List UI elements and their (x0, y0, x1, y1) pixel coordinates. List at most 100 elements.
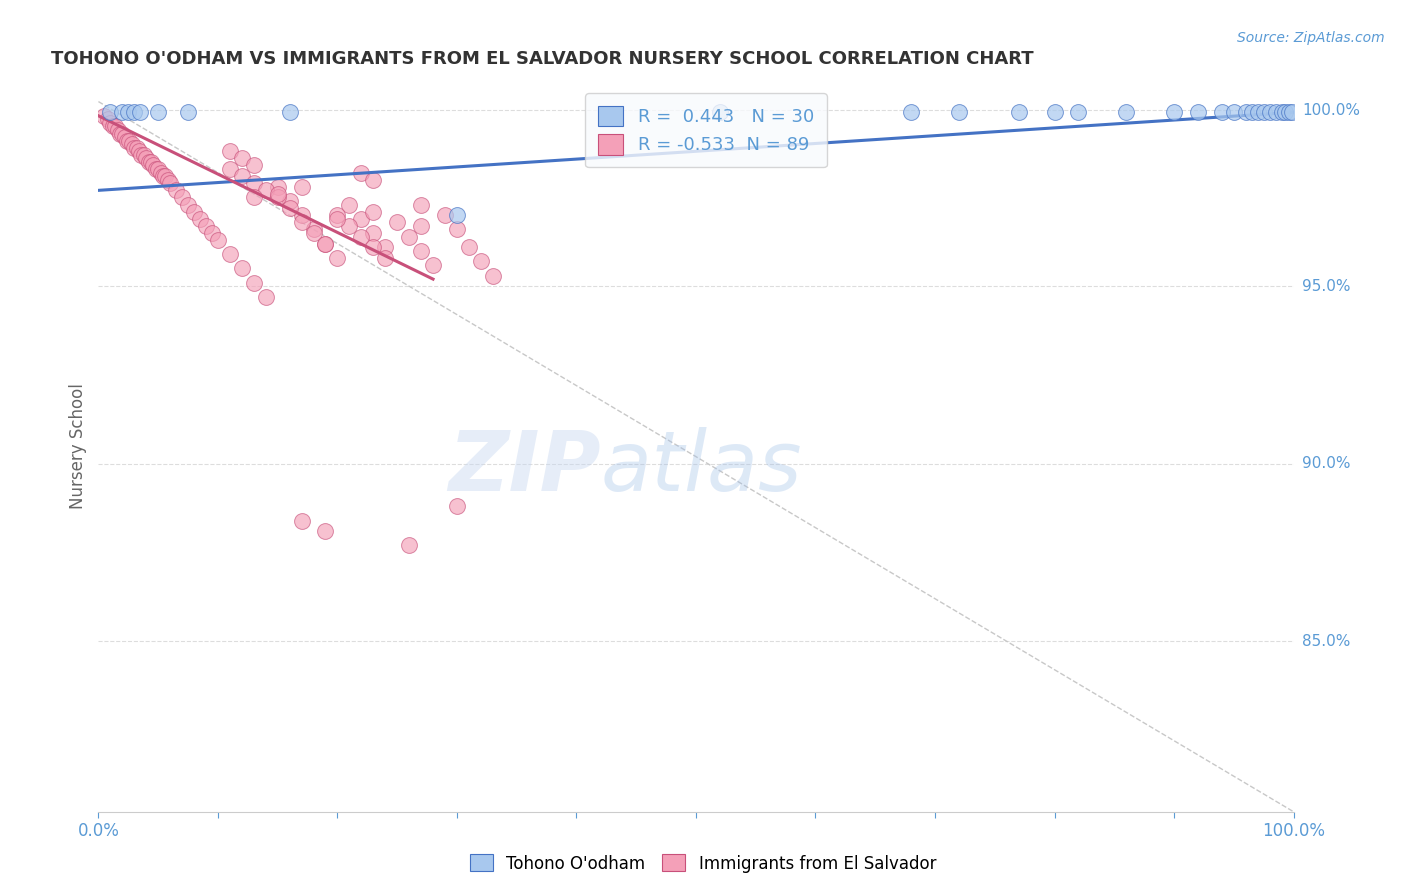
Point (219, 145, 242, 159)
Text: 95.0%: 95.0% (1302, 278, 1350, 293)
Point (291, 215, 314, 229)
Point (155, 169, 177, 183)
Point (1253, 105, 1275, 120)
Point (363, 226, 385, 240)
Point (1258, 105, 1281, 120)
Point (1187, 105, 1209, 120)
Text: Source: ZipAtlas.com: Source: ZipAtlas.com (1237, 31, 1385, 45)
Point (315, 236, 337, 251)
Point (132, 148, 155, 162)
Point (411, 244, 433, 258)
Point (470, 254, 492, 268)
Point (145, 162, 167, 177)
Text: 90.0%: 90.0% (1302, 456, 1350, 471)
Point (411, 219, 433, 233)
Point (1043, 105, 1066, 120)
Point (104, 120, 127, 134)
Point (363, 172, 385, 186)
Point (363, 240, 385, 254)
Point (1067, 105, 1090, 120)
Point (446, 500, 468, 514)
Point (159, 176, 181, 190)
Point (948, 105, 970, 120)
Y-axis label: Nursery School: Nursery School (69, 383, 87, 509)
Point (446, 208, 468, 222)
Point (291, 179, 314, 194)
Point (374, 240, 396, 254)
Point (117, 105, 139, 120)
Point (231, 169, 253, 183)
Point (135, 152, 157, 166)
Point (339, 219, 361, 233)
Point (267, 190, 290, 204)
Point (278, 201, 301, 215)
Point (121, 137, 143, 152)
Point (350, 211, 373, 226)
Point (97, 112, 120, 127)
Point (172, 190, 194, 204)
Point (374, 251, 396, 265)
Point (1223, 105, 1246, 120)
Point (302, 226, 325, 240)
Point (149, 165, 172, 179)
Point (101, 120, 124, 134)
Text: atlas: atlas (600, 427, 801, 508)
Point (188, 211, 211, 226)
Point (326, 211, 349, 226)
Point (243, 176, 266, 190)
Point (231, 152, 253, 166)
Point (291, 208, 314, 222)
Point (1211, 105, 1233, 120)
Point (900, 105, 922, 120)
Point (350, 229, 373, 244)
Point (326, 208, 349, 222)
Point (267, 186, 290, 201)
Point (315, 236, 337, 251)
Point (1271, 105, 1294, 120)
Point (278, 105, 301, 120)
Point (114, 130, 136, 145)
Point (434, 208, 457, 222)
Legend: R =  0.443   N = 30, R = -0.533  N = 89: R = 0.443 N = 30, R = -0.533 N = 89 (585, 93, 827, 167)
Point (142, 159, 165, 173)
Point (183, 204, 205, 219)
Point (124, 141, 146, 155)
Point (177, 105, 200, 120)
Point (446, 222, 468, 236)
Point (278, 194, 301, 208)
Point (291, 514, 314, 528)
Point (422, 258, 444, 272)
Point (138, 155, 160, 169)
Point (363, 204, 385, 219)
Point (1240, 105, 1263, 120)
Point (129, 105, 152, 120)
Point (398, 229, 420, 244)
Point (107, 123, 129, 137)
Point (201, 226, 224, 240)
Point (1278, 105, 1301, 120)
Legend: Tohono O'odham, Immigrants from El Salvador: Tohono O'odham, Immigrants from El Salva… (463, 847, 943, 880)
Point (326, 251, 349, 265)
Point (385, 215, 409, 229)
Point (148, 105, 170, 120)
Point (148, 162, 170, 177)
Point (231, 261, 253, 276)
Point (1234, 105, 1257, 120)
Point (267, 179, 290, 194)
Point (398, 538, 420, 552)
Point (111, 127, 134, 141)
Point (152, 169, 174, 183)
Point (156, 172, 179, 186)
Point (108, 127, 131, 141)
Point (118, 134, 141, 148)
Point (339, 197, 361, 211)
Point (195, 219, 218, 233)
Point (139, 155, 162, 169)
Point (98, 105, 122, 120)
Point (207, 233, 229, 247)
Point (124, 105, 146, 120)
Point (243, 190, 266, 204)
Point (709, 105, 731, 120)
Point (302, 222, 325, 236)
Point (219, 162, 242, 177)
